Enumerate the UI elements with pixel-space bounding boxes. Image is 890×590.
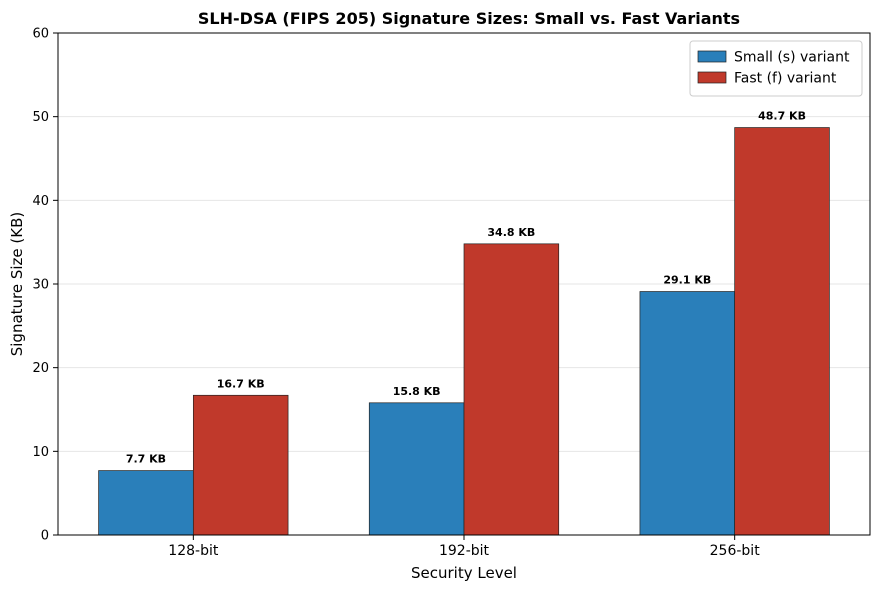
x-axis: 128-bit 192-bit 256-bit [168, 535, 760, 559]
y-tick-label: 50 [32, 110, 49, 125]
data-labels: 7.7 KB 16.7 KB 15.8 KB 34.8 KB 29.1 KB 48.7 K… [126, 110, 806, 466]
bar-fast-192-bit [463, 243, 560, 536]
y-tick-label: 30 [32, 278, 49, 293]
y-tick-label: 60 [32, 27, 49, 42]
y-tick-label: 20 [32, 361, 49, 376]
legend-swatch [697, 71, 727, 84]
x-tick-label: 128-bit [168, 543, 219, 559]
y-tick-label: 40 [32, 194, 49, 209]
x-tick-label: 256-bit [710, 543, 761, 559]
bar-fast-256-bit [734, 127, 830, 536]
data-label: 34.8 KB [487, 226, 535, 239]
bar-small-192-bit [368, 402, 465, 536]
y-tick-label: 0 [41, 529, 49, 544]
legend: Small (s) variant Fast (f) variant [689, 40, 863, 97]
bars [98, 127, 830, 536]
legend-box [689, 40, 863, 97]
bar-fast-128-bit [192, 394, 289, 536]
y-tick-label: 10 [32, 445, 49, 460]
bar-small-128-bit [98, 470, 194, 536]
y-axis: 0 10 20 30 40 50 60 [32, 27, 58, 544]
bar-small-256-bit [639, 291, 736, 536]
data-label: 15.8 KB [393, 385, 441, 398]
data-label: 29.1 KB [663, 274, 711, 287]
legend-swatch [697, 50, 727, 63]
x-tick-label: 192-bit [439, 543, 490, 559]
y-axis-label: Signature Size (KB) [8, 212, 26, 357]
data-label: 7.7 KB [126, 453, 166, 466]
legend-label: Fast (f) variant [734, 71, 837, 87]
data-label: 48.7 KB [758, 110, 806, 123]
chart-title: SLH-DSA (FIPS 205) Signature Sizes: Smal… [198, 9, 740, 28]
data-label: 16.7 KB [217, 377, 265, 390]
legend-label: Small (s) variant [734, 50, 850, 66]
x-axis-label: Security Level [411, 564, 517, 582]
